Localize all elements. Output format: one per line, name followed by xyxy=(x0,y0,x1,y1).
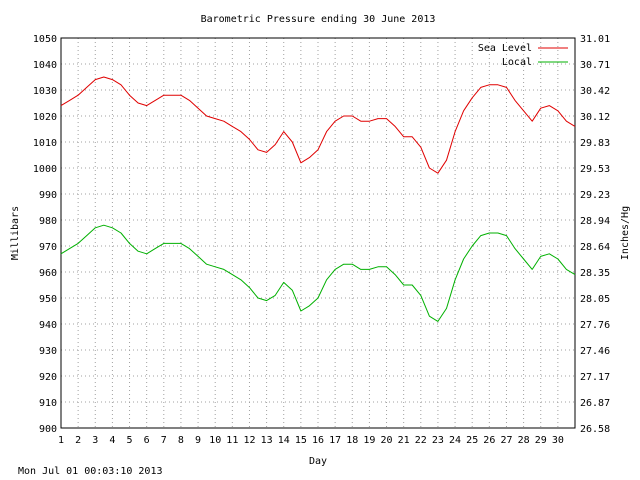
legend-label-sea-level: Sea Level xyxy=(478,43,532,54)
x-tick-label: 6 xyxy=(144,435,150,446)
x-tick-label: 12 xyxy=(243,435,255,446)
x-tick-label: 21 xyxy=(398,435,410,446)
y-tick-label: 910 xyxy=(39,398,57,409)
y2-tick-label: 28.05 xyxy=(580,294,610,305)
x-tick-label: 27 xyxy=(500,435,512,446)
x-tick-label: 17 xyxy=(329,435,341,446)
y-tick-label: 960 xyxy=(39,268,57,279)
y-axis-ticks: 900 910 920 930 940 950 960 970 980 990 1000 1010 10… xyxy=(33,34,57,435)
plot-area-frame xyxy=(60,37,576,429)
series-line-local xyxy=(60,224,576,322)
y2-axis-label: Inches/Hg xyxy=(620,206,631,260)
grid-lines xyxy=(61,38,575,428)
x-tick-label: 24 xyxy=(449,435,461,446)
x-tick-label: 10 xyxy=(209,435,221,446)
y-tick-label: 980 xyxy=(39,216,57,227)
y-tick-label: 900 xyxy=(39,424,57,435)
y-tick-label: 930 xyxy=(39,346,57,357)
x-tick-label: 25 xyxy=(466,435,478,446)
y-tick-label: 990 xyxy=(39,190,57,201)
y-tick-label: 1040 xyxy=(33,60,57,71)
x-tick-label: 26 xyxy=(483,435,495,446)
x-axis-ticks: 1 2 3 4 5 6 7 8 9 10 11 12 13 14 15 16 17 18 19 20 21 22 23 24 2… xyxy=(58,435,564,446)
x-tick-label: 30 xyxy=(552,435,564,446)
y-tick-label: 950 xyxy=(39,294,57,305)
y2-tick-label: 28.64 xyxy=(580,242,610,253)
x-tick-label: 20 xyxy=(381,435,393,446)
y-tick-label: 1030 xyxy=(33,86,57,97)
chart-title: Barometric Pressure ending 30 June 2013 xyxy=(201,14,436,25)
x-tick-label: 28 xyxy=(518,435,530,446)
x-tick-label: 22 xyxy=(415,435,427,446)
y-tick-label: 1000 xyxy=(33,164,57,175)
x-tick-label: 14 xyxy=(278,435,290,446)
x-tick-label: 19 xyxy=(363,435,375,446)
y2-tick-label: 30.71 xyxy=(580,60,610,71)
y-tick-label: 940 xyxy=(39,320,57,331)
y2-axis-ticks: 26.58 26.87 27.17 27.46 27.76 28.05 28.35 28.64… xyxy=(580,34,610,435)
y-tick-label: 1050 xyxy=(33,34,57,45)
y-axis-label: Millibars xyxy=(10,206,21,260)
x-tick-label: 23 xyxy=(432,435,444,446)
y2-tick-label: 27.76 xyxy=(580,320,610,331)
y2-tick-label: 27.46 xyxy=(580,346,610,357)
series-line-sea-level xyxy=(60,76,576,174)
legend-label-local: Local xyxy=(502,57,532,68)
x-tick-label: 4 xyxy=(109,435,115,446)
x-tick-label: 7 xyxy=(161,435,167,446)
x-tick-label: 29 xyxy=(535,435,547,446)
y-tick-label: 1010 xyxy=(33,138,57,149)
y2-tick-label: 31.01 xyxy=(580,34,610,45)
y2-tick-label: 29.53 xyxy=(580,164,610,175)
timestamp-footer: Mon Jul 01 00:03:10 2013 xyxy=(18,466,163,477)
x-tick-label: 5 xyxy=(127,435,133,446)
x-axis-label: Day xyxy=(309,456,327,467)
y2-tick-label: 30.12 xyxy=(580,112,610,123)
x-tick-label: 3 xyxy=(92,435,98,446)
x-tick-label: 15 xyxy=(295,435,307,446)
x-tick-label: 16 xyxy=(312,435,324,446)
y2-tick-label: 29.83 xyxy=(580,138,610,149)
x-tick-label: 11 xyxy=(226,435,238,446)
y2-tick-label: 30.42 xyxy=(580,86,610,97)
y2-tick-label: 28.35 xyxy=(580,268,610,279)
legend: Sea Level Local xyxy=(478,43,568,68)
x-tick-label: 8 xyxy=(178,435,184,446)
y2-tick-label: 26.58 xyxy=(580,424,610,435)
y2-tick-label: 27.17 xyxy=(580,372,610,383)
x-tick-label: 1 xyxy=(58,435,64,446)
y-tick-label: 1020 xyxy=(33,112,57,123)
y2-tick-label: 29.23 xyxy=(580,190,610,201)
x-tick-label: 9 xyxy=(195,435,201,446)
y-tick-label: 970 xyxy=(39,242,57,253)
series-group xyxy=(60,76,576,322)
x-tick-label: 18 xyxy=(346,435,358,446)
y2-tick-label: 26.87 xyxy=(580,398,610,409)
y2-tick-label: 28.94 xyxy=(580,216,610,227)
x-tick-label: 2 xyxy=(75,435,81,446)
y-tick-label: 920 xyxy=(39,372,57,383)
x-tick-label: 13 xyxy=(261,435,273,446)
